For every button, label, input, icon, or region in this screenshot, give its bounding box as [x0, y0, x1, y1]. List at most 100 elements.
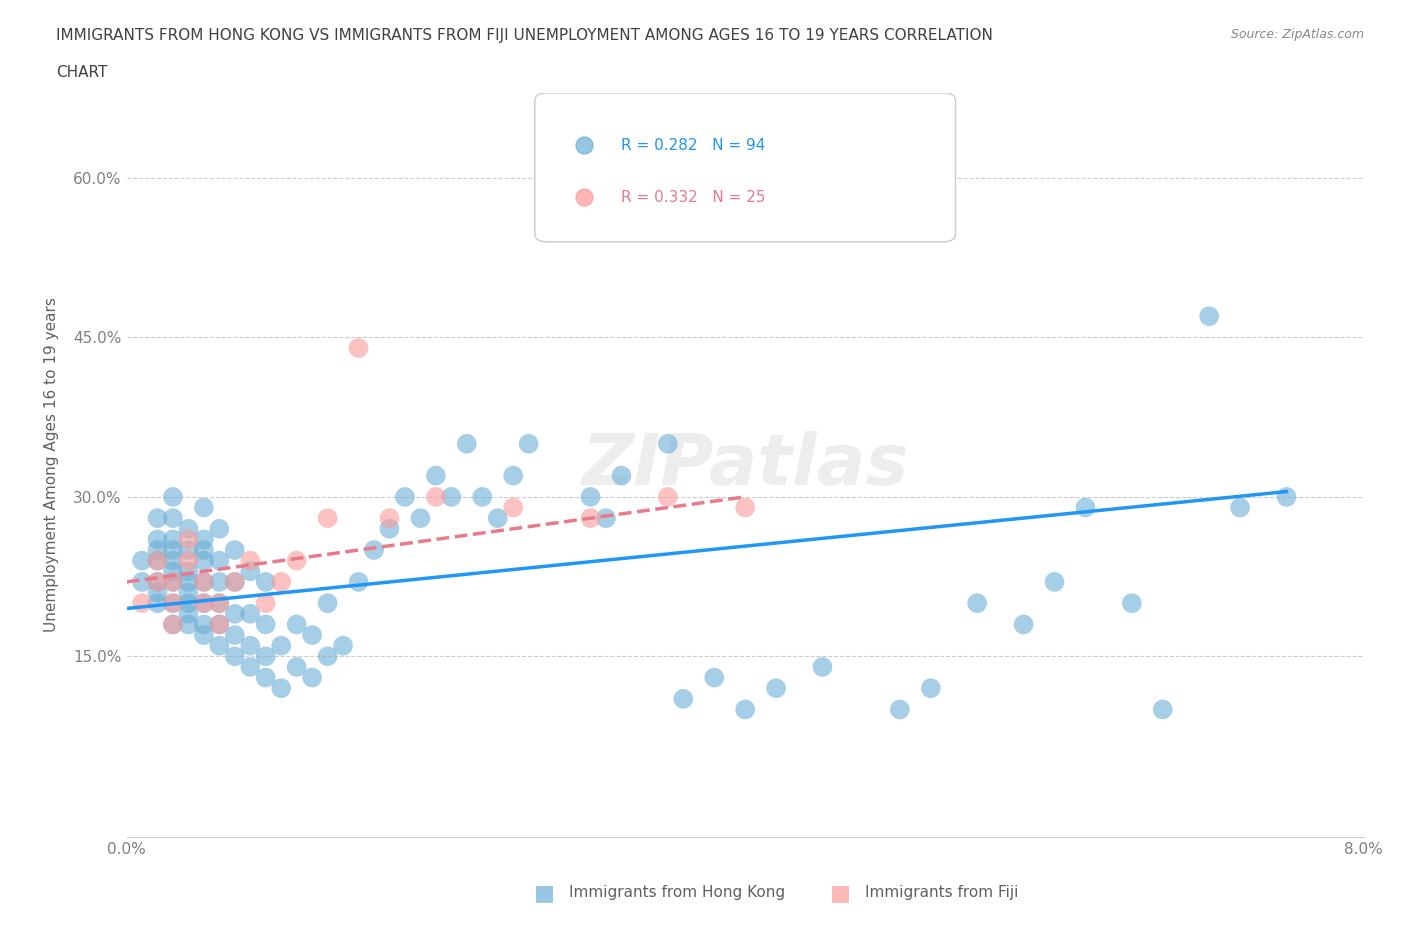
Point	[193, 617, 215, 631]
Point	[131, 596, 153, 611]
Point	[301, 628, 323, 643]
Point	[193, 553, 215, 568]
Text: ZIPatlas: ZIPatlas	[582, 431, 908, 499]
Point	[347, 575, 370, 590]
Point	[177, 575, 200, 590]
Point	[811, 659, 834, 674]
Point	[131, 575, 153, 590]
Point	[193, 596, 215, 611]
Point	[177, 606, 200, 621]
Point	[285, 617, 308, 631]
Point	[1198, 309, 1220, 324]
Point	[1229, 500, 1251, 515]
Point	[517, 436, 540, 451]
Point	[146, 511, 169, 525]
Point	[254, 596, 277, 611]
Point	[285, 659, 308, 674]
Point	[409, 511, 432, 525]
Point	[579, 511, 602, 525]
Point	[224, 606, 246, 621]
Point	[162, 532, 184, 547]
Point	[270, 638, 292, 653]
Point	[162, 617, 184, 631]
Point	[502, 468, 524, 483]
Point	[146, 553, 169, 568]
Point	[486, 511, 509, 525]
Point	[254, 617, 277, 631]
Point	[316, 596, 339, 611]
Point	[1074, 500, 1097, 515]
Point	[224, 628, 246, 643]
Point	[610, 468, 633, 483]
Text: ■: ■	[534, 883, 555, 903]
Point	[316, 649, 339, 664]
Point	[208, 617, 231, 631]
Text: Source: ZipAtlas.com: Source: ZipAtlas.com	[1230, 28, 1364, 41]
Point	[193, 542, 215, 557]
Point	[177, 617, 200, 631]
Point	[657, 489, 679, 504]
Point	[162, 553, 184, 568]
Point	[162, 489, 184, 504]
Point	[162, 575, 184, 590]
Point	[966, 596, 988, 611]
Point	[1152, 702, 1174, 717]
Point	[177, 542, 200, 557]
Point	[162, 596, 184, 611]
Point	[193, 628, 215, 643]
Text: Immigrants from Fiji: Immigrants from Fiji	[865, 885, 1018, 900]
Text: CHART: CHART	[56, 65, 108, 80]
Point	[208, 596, 231, 611]
Point	[765, 681, 787, 696]
Point	[146, 542, 169, 557]
Point	[131, 553, 153, 568]
Point	[239, 553, 262, 568]
Point	[1012, 617, 1035, 631]
Point	[502, 500, 524, 515]
Point	[146, 585, 169, 600]
Point	[177, 564, 200, 578]
Point	[208, 575, 231, 590]
Point	[239, 659, 262, 674]
Point	[162, 617, 184, 631]
Point	[394, 489, 416, 504]
Point	[471, 489, 494, 504]
Point	[239, 564, 262, 578]
Point	[347, 340, 370, 355]
Point	[270, 575, 292, 590]
Point	[177, 596, 200, 611]
Point	[579, 489, 602, 504]
Point	[177, 585, 200, 600]
Point	[146, 575, 169, 590]
Point	[301, 671, 323, 685]
Text: R = 0.332   N = 25: R = 0.332 N = 25	[621, 190, 766, 205]
Point	[1121, 596, 1143, 611]
Point	[224, 542, 246, 557]
Point	[193, 500, 215, 515]
Point	[146, 575, 169, 590]
Point	[672, 691, 695, 706]
Text: IMMIGRANTS FROM HONG KONG VS IMMIGRANTS FROM FIJI UNEMPLOYMENT AMONG AGES 16 TO : IMMIGRANTS FROM HONG KONG VS IMMIGRANTS …	[56, 28, 993, 43]
Point	[208, 553, 231, 568]
Point	[1275, 489, 1298, 504]
Point	[146, 532, 169, 547]
Point	[224, 649, 246, 664]
Point	[734, 500, 756, 515]
Point	[316, 511, 339, 525]
Point	[177, 522, 200, 537]
Point	[657, 436, 679, 451]
Text: R = 0.282   N = 94: R = 0.282 N = 94	[621, 138, 766, 153]
Point	[425, 489, 447, 504]
Point	[208, 638, 231, 653]
Point	[254, 671, 277, 685]
Point	[734, 702, 756, 717]
Point	[162, 511, 184, 525]
Point	[193, 575, 215, 590]
Point	[270, 681, 292, 696]
Point	[193, 532, 215, 547]
FancyBboxPatch shape	[534, 93, 956, 242]
Point	[208, 596, 231, 611]
Point	[920, 681, 942, 696]
Point	[177, 553, 200, 568]
Point	[703, 671, 725, 685]
